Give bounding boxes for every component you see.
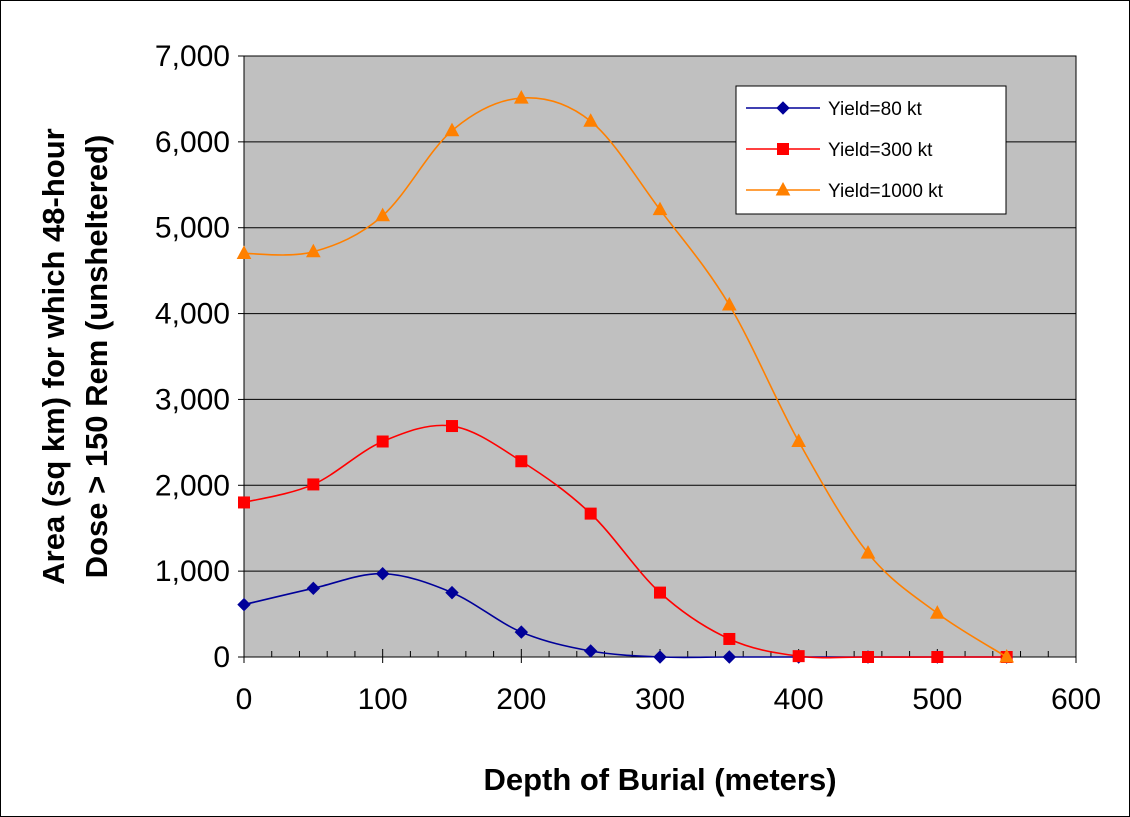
legend-marker xyxy=(775,181,791,196)
legend-marker xyxy=(777,143,789,155)
data-point xyxy=(584,507,597,520)
data-point xyxy=(305,243,321,258)
y-tick-label: 0 xyxy=(213,641,230,674)
data-point xyxy=(931,651,944,663)
y-tick-label: 3,000 xyxy=(155,383,230,416)
data-point xyxy=(583,113,599,127)
data-point xyxy=(445,585,459,600)
data-point xyxy=(862,651,874,663)
data-point xyxy=(791,433,807,447)
y-axis-title: Area (sq km) for which 48-hour Dose > 15… xyxy=(36,128,114,584)
y-tick-label: 2,000 xyxy=(155,469,230,502)
gridlines xyxy=(244,55,1076,572)
x-tick-label: 200 xyxy=(496,683,546,716)
x-tick-label: 0 xyxy=(236,683,253,716)
x-axis: 0 100 200 300 400 500 600 xyxy=(236,649,1101,716)
legend-marker xyxy=(776,101,790,115)
x-tick-label: 400 xyxy=(774,683,824,716)
x-tick-label: 600 xyxy=(1051,683,1101,716)
y-axis: 0 1,000 2,000 3,000 4,000 5,000 6,000 7,000 xyxy=(155,40,245,674)
y-axis-title-line-2: Dose > 150 Rem (unsheltered) xyxy=(79,135,114,579)
y-tick-label: 6,000 xyxy=(155,126,230,159)
y-axis-title-line-1: Area (sq km) for which 48-hour xyxy=(36,128,71,584)
legend-label: Yield=80 kt xyxy=(828,99,923,120)
y-tick-label: 5,000 xyxy=(155,212,230,245)
data-point xyxy=(654,586,666,599)
data-point xyxy=(721,296,737,311)
data-point xyxy=(446,420,458,433)
data-point xyxy=(236,245,252,259)
y-tick-label: 1,000 xyxy=(155,555,230,588)
data-point xyxy=(306,581,321,596)
legend-label: Yield=1000 kt xyxy=(828,181,944,202)
series-square xyxy=(238,420,1013,663)
legend-label: Yield=300 kt xyxy=(828,140,933,161)
data-point xyxy=(999,648,1015,663)
data-point xyxy=(652,201,668,216)
data-point xyxy=(515,455,528,468)
data-point xyxy=(583,644,598,658)
series-layer xyxy=(236,90,1015,664)
data-point xyxy=(238,496,250,509)
data-point xyxy=(860,545,876,559)
x-tick-label: 100 xyxy=(358,683,408,716)
x-tick-label: 500 xyxy=(912,683,962,716)
x-axis-title: Depth of Burial (meters) xyxy=(483,762,836,797)
series-triangle xyxy=(236,90,1015,663)
x-tick-label: 300 xyxy=(635,683,685,716)
data-point xyxy=(653,650,667,664)
data-point xyxy=(929,605,945,619)
data-point xyxy=(792,650,805,663)
data-point xyxy=(722,650,737,664)
legend: Yield=80 kt Yield=300 kt Yield=1000 kt xyxy=(735,85,1007,215)
data-point xyxy=(514,625,529,639)
data-point xyxy=(444,122,460,137)
data-point xyxy=(513,90,529,104)
y-tick-label: 7,000 xyxy=(155,40,230,73)
data-point xyxy=(376,435,389,448)
data-point xyxy=(375,567,390,581)
data-point xyxy=(237,597,251,612)
y-tick-label: 4,000 xyxy=(155,298,230,331)
data-point xyxy=(723,632,736,645)
data-point xyxy=(375,207,391,222)
data-point xyxy=(307,478,320,491)
